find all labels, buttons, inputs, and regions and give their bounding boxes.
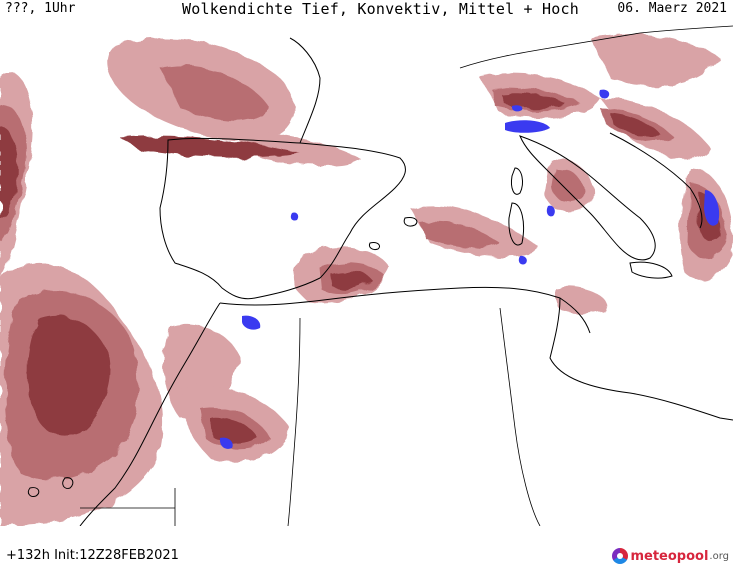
coastlines: [27, 25, 733, 526]
map-header: ???, 1Uhr Wolkendichte Tief, Konvektiv, …: [0, 0, 733, 18]
map-footer: +132h Init:12Z28FEB2021 meteopool .org: [0, 540, 733, 566]
cloud-layer-medium: [0, 65, 726, 480]
meteopool-logo-icon: [612, 548, 629, 564]
meteopool-logo[interactable]: meteopool .org: [612, 546, 729, 566]
map-title: Wolkendichte Tief, Konvektiv, Mittel + H…: [182, 0, 579, 18]
convective-cell: [511, 105, 523, 112]
cloud-density-map: [0, 18, 733, 526]
valid-date: 06. Maerz 2021: [617, 1, 727, 16]
forecast-run-info: +132h Init:12Z28FEB2021: [6, 548, 179, 563]
logo-suffix: .org: [709, 550, 729, 562]
convective-cell: [599, 89, 610, 99]
logo-brand: meteopool: [630, 548, 709, 564]
convective-cell: [704, 190, 720, 226]
valid-day-time: ???, 1Uhr: [5, 1, 76, 16]
convective-cell: [242, 315, 261, 330]
convective-cell: [546, 205, 555, 217]
convective-cells: [219, 89, 720, 449]
map-canvas: [0, 25, 733, 526]
convective-cell: [518, 255, 527, 265]
convective-cell: [290, 212, 299, 221]
convective-cell: [219, 437, 233, 449]
convective-cell: [505, 120, 550, 133]
